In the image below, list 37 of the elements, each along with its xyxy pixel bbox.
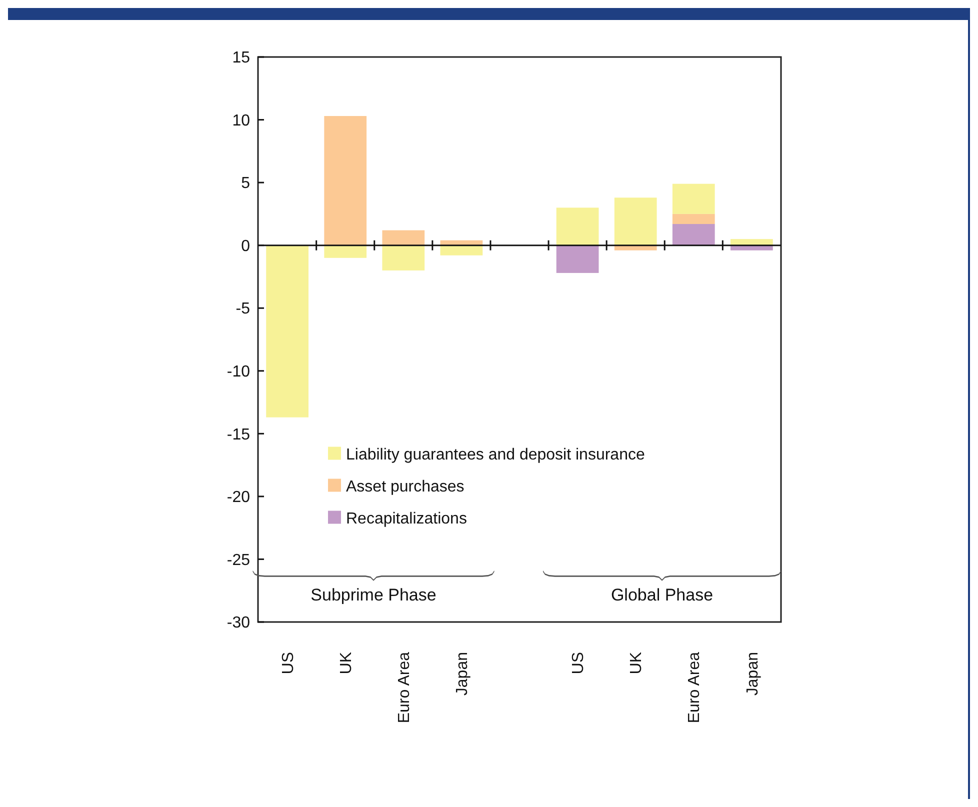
bar: [672, 224, 715, 246]
legend-label: Liability guarantees and deposit insurance: [346, 446, 645, 464]
bar: [324, 116, 367, 246]
annotation: Global Phase: [610, 586, 714, 605]
y-tick-label: -10: [226, 363, 250, 380]
bar: [556, 208, 599, 246]
x-tick-label: UK: [628, 652, 646, 674]
bar: [672, 184, 715, 214]
y-tick-label: -30: [226, 614, 250, 632]
bar: [730, 245, 773, 250]
legend-label: Asset purchases: [346, 478, 464, 496]
x-tick-label: UK: [338, 652, 355, 674]
bar: [382, 230, 425, 246]
bar: [614, 245, 657, 250]
x-tick-label: US: [570, 652, 588, 674]
x-tick-label: US: [280, 652, 297, 674]
y-tick-label: -25: [226, 552, 250, 569]
x-tick-label: Euro Area: [396, 652, 414, 724]
y-tick-label: -15: [226, 426, 250, 444]
bar: [440, 245, 483, 256]
legend-label: Recapitalizations: [346, 510, 467, 528]
x-tick-label: Euro Area: [686, 652, 704, 724]
bar: [556, 245, 599, 273]
annotation: Subprime Phase: [310, 586, 436, 605]
y-tick-label: 5: [241, 175, 250, 192]
bar: [324, 245, 367, 258]
y-tick-label: -5: [236, 300, 250, 318]
bar: [266, 245, 308, 418]
y-tick-label: 0: [241, 238, 250, 255]
x-tick-label: Japan: [454, 652, 472, 696]
bar: [614, 198, 657, 246]
y-tick-label: 15: [232, 50, 250, 67]
y-tick-label: 10: [232, 112, 250, 130]
bar: [382, 245, 425, 270]
bar: [672, 214, 715, 224]
y-tick-label: -20: [226, 489, 250, 506]
x-tick-label: Japan: [744, 652, 762, 696]
